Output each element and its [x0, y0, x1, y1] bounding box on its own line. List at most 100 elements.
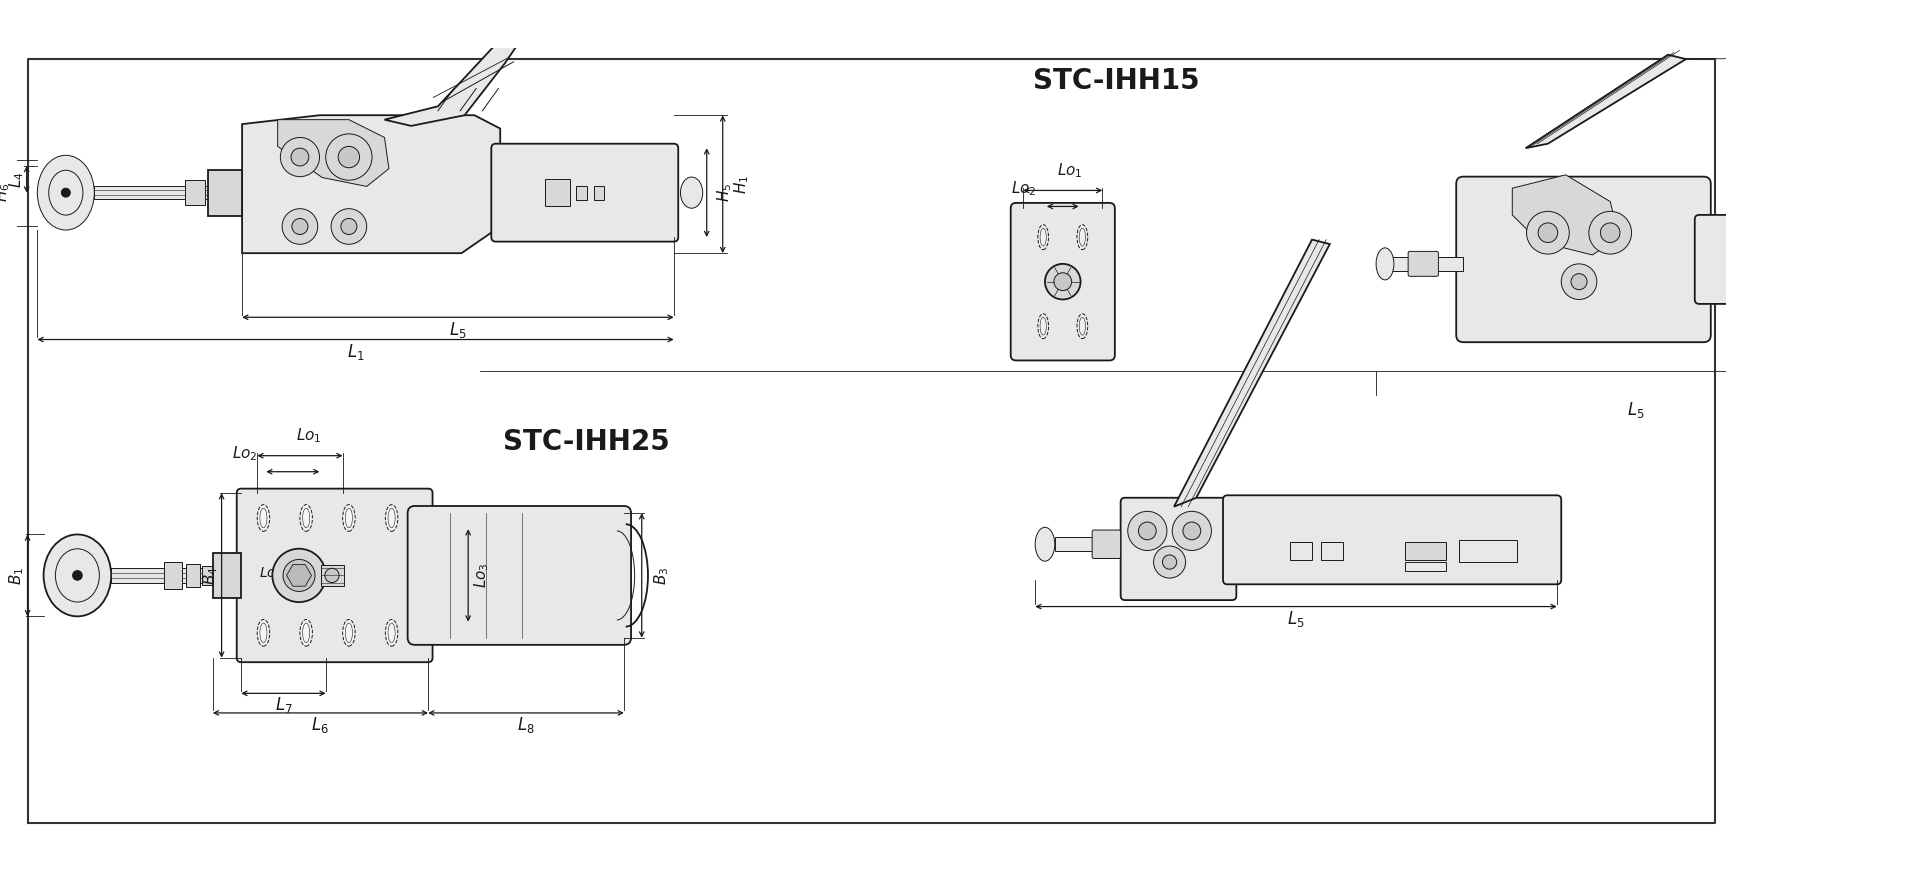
FancyBboxPatch shape	[1455, 176, 1711, 342]
Ellipse shape	[44, 534, 111, 617]
Text: $H_6$: $H_6$	[0, 183, 12, 203]
Text: $Lo_2$: $Lo_2$	[232, 445, 257, 463]
Ellipse shape	[342, 619, 355, 647]
Text: $Lo_4$: $Lo_4$	[259, 565, 282, 582]
Bar	[1392, 257, 1463, 271]
Text: $L_5$: $L_5$	[1626, 400, 1644, 420]
Circle shape	[1162, 555, 1177, 569]
Bar	[1405, 542, 1446, 560]
Ellipse shape	[680, 177, 703, 208]
Polygon shape	[1513, 175, 1619, 255]
Bar	[1828, 253, 1855, 265]
Ellipse shape	[386, 619, 397, 647]
Bar	[94, 186, 207, 198]
FancyBboxPatch shape	[1121, 497, 1236, 600]
Circle shape	[1127, 512, 1167, 550]
Circle shape	[338, 146, 359, 168]
Bar	[1290, 542, 1311, 560]
Text: $L_5$: $L_5$	[449, 320, 467, 340]
Text: STC-IHH25: STC-IHH25	[503, 428, 670, 456]
Circle shape	[282, 209, 317, 244]
Text: $B_1$: $B_1$	[8, 566, 27, 585]
Text: $L_8$: $L_8$	[516, 714, 536, 735]
Circle shape	[324, 568, 340, 582]
Circle shape	[292, 148, 309, 166]
Circle shape	[1183, 522, 1200, 540]
Text: $L_7$: $L_7$	[275, 695, 292, 715]
FancyBboxPatch shape	[236, 489, 432, 662]
Ellipse shape	[1039, 225, 1048, 250]
Bar	[1828, 271, 1855, 283]
Circle shape	[1154, 546, 1187, 578]
Text: STC-IHH15: STC-IHH15	[1033, 67, 1200, 95]
Bar	[593, 185, 605, 200]
Text: $Lo_1$: $Lo_1$	[1058, 161, 1083, 180]
Circle shape	[1526, 212, 1569, 254]
Circle shape	[280, 138, 319, 176]
Circle shape	[1601, 223, 1620, 243]
Ellipse shape	[1377, 248, 1394, 280]
Circle shape	[330, 209, 367, 244]
Text: $L_6$: $L_6$	[311, 714, 330, 735]
Bar	[186, 564, 200, 587]
Text: $H_5$: $H_5$	[716, 183, 733, 202]
Ellipse shape	[257, 505, 269, 531]
Bar	[1405, 562, 1446, 571]
FancyBboxPatch shape	[1092, 530, 1121, 558]
Polygon shape	[1526, 55, 1686, 148]
Bar	[1774, 259, 1820, 277]
Circle shape	[73, 570, 83, 580]
Bar	[1459, 540, 1517, 562]
Bar	[1054, 537, 1117, 551]
Ellipse shape	[342, 505, 355, 531]
Circle shape	[326, 134, 372, 180]
Bar	[321, 564, 344, 587]
Circle shape	[292, 219, 307, 235]
Circle shape	[1571, 273, 1588, 289]
Bar	[163, 562, 182, 589]
Circle shape	[1044, 264, 1081, 300]
Circle shape	[1538, 223, 1557, 243]
Text: $Lo_3$: $Lo_3$	[472, 563, 492, 588]
Circle shape	[342, 219, 357, 235]
FancyBboxPatch shape	[1695, 215, 1899, 304]
Bar	[207, 169, 242, 216]
Text: $L_5$: $L_5$	[1286, 609, 1306, 629]
Bar	[111, 568, 213, 582]
Bar	[1749, 257, 1766, 281]
Bar	[184, 180, 205, 206]
Text: $L_1$: $L_1$	[348, 342, 365, 362]
Circle shape	[1590, 212, 1632, 254]
Polygon shape	[242, 116, 501, 253]
Text: $Lo_2$: $Lo_2$	[1010, 179, 1037, 198]
Text: $H_1$: $H_1$	[733, 175, 751, 194]
Ellipse shape	[300, 619, 313, 647]
Bar	[1321, 542, 1344, 560]
Polygon shape	[1173, 240, 1331, 506]
Ellipse shape	[1035, 527, 1054, 561]
Bar	[1774, 281, 1820, 290]
Bar	[545, 179, 570, 206]
Circle shape	[273, 549, 326, 602]
Text: $B_3$: $B_3$	[653, 566, 672, 585]
Circle shape	[1139, 522, 1156, 540]
FancyBboxPatch shape	[1010, 203, 1116, 361]
Text: $Lo_1$: $Lo_1$	[296, 426, 323, 445]
Bar	[202, 565, 215, 585]
Circle shape	[1173, 512, 1212, 550]
Text: $L_4$: $L_4$	[8, 171, 27, 188]
FancyBboxPatch shape	[492, 144, 678, 242]
FancyBboxPatch shape	[1223, 496, 1561, 584]
Polygon shape	[286, 564, 311, 587]
Ellipse shape	[1039, 314, 1048, 339]
Ellipse shape	[1077, 225, 1089, 250]
Ellipse shape	[300, 505, 313, 531]
Circle shape	[61, 188, 71, 197]
FancyBboxPatch shape	[1407, 251, 1438, 276]
FancyBboxPatch shape	[407, 506, 632, 645]
Circle shape	[1054, 273, 1071, 290]
Polygon shape	[384, 40, 518, 126]
Polygon shape	[278, 120, 390, 186]
Circle shape	[1561, 264, 1597, 300]
Ellipse shape	[386, 505, 397, 531]
